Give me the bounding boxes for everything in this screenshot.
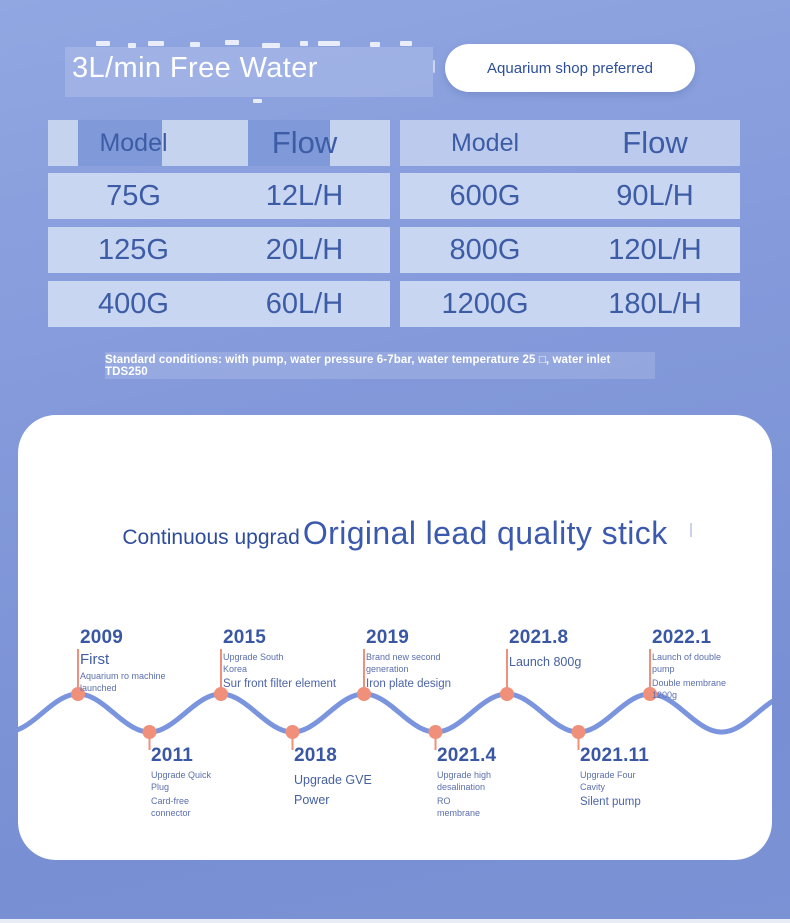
table-header-row: Model Flow xyxy=(48,120,390,166)
timeline-entry-2022-1: 2022.1 Launch of double pump Double memb… xyxy=(652,627,767,702)
table-row: 600G 90L/H xyxy=(400,173,740,219)
preferred-badge[interactable]: Aquarium shop preferred xyxy=(445,44,695,92)
timeline-desc: RO membrane xyxy=(437,796,481,819)
timeline-year: 2021.8 xyxy=(509,627,569,648)
table-row: 75G 12L/H xyxy=(48,173,390,219)
timeline-entry-2019: 2019 Brand new second generation Iron pl… xyxy=(366,627,471,690)
timeline-dot xyxy=(500,687,514,701)
model-cell: 75G xyxy=(106,179,161,212)
model-cell: 125G xyxy=(98,233,169,266)
timeline-dot xyxy=(357,687,371,701)
flow-cell: 60L/H xyxy=(265,287,344,320)
table-header-row: Model Flow xyxy=(400,120,740,166)
spec-table-left: Model Flow 75G 12L/H 125G 20L/H 400G 60L… xyxy=(48,120,390,335)
timeline-desc: Upgrade South Korea xyxy=(223,652,284,674)
model-cell: 1200G xyxy=(441,287,529,320)
column-header-flow: Flow xyxy=(622,125,688,160)
timeline-desc: First xyxy=(80,651,110,668)
flow-cell: 120L/H xyxy=(608,233,702,266)
table-row: 1200G 180L/H xyxy=(400,281,740,327)
timeline-year: 2021.4 xyxy=(437,745,497,766)
column-header-flow: Flow xyxy=(271,125,338,160)
timeline-desc: Upgrade high desalination xyxy=(437,770,492,792)
table-row: 400G 60L/H xyxy=(48,281,390,327)
timeline-entry-2021-4: 2021.4 Upgrade high desalination RO memb… xyxy=(437,745,542,820)
timeline-dot xyxy=(571,725,586,739)
timeline-desc: Sur front filter element xyxy=(223,678,337,691)
table-row: 800G 120L/H xyxy=(400,227,740,273)
column-header-model: Model xyxy=(99,128,168,157)
timeline-dot xyxy=(643,687,657,701)
model-cell: 400G xyxy=(98,287,169,320)
timeline-desc: Launch of double pump xyxy=(652,652,722,674)
header-patch xyxy=(248,120,330,166)
timeline-desc: Double membrane 1200g xyxy=(652,678,727,701)
model-cell: 600G xyxy=(449,179,521,212)
flow-cell: 12L/H xyxy=(265,179,344,212)
timeline-entry-2021-11: 2021.11 Upgrade Four Cavity Silent pump xyxy=(580,745,685,808)
timeline-desc: Brand new second generation xyxy=(366,652,441,674)
faint-tick-mark xyxy=(690,523,692,537)
timeline-dot xyxy=(285,725,300,739)
column-header-model: Model xyxy=(450,128,520,157)
timeline-desc: Silent pump xyxy=(580,796,641,809)
card-subtitle: Continuous upgrad xyxy=(122,526,300,549)
timeline-desc: Launch 800g xyxy=(509,655,582,669)
timeline-entry-2011: 2011 Upgrade Quick Plug Card-free connec… xyxy=(151,745,256,820)
timeline-year: 2015 xyxy=(223,627,267,648)
timeline-desc: Card-free connector xyxy=(151,796,191,819)
timeline-dot xyxy=(214,687,228,701)
page-title: 3L/min Free Water xyxy=(72,52,318,84)
timeline-entry-2018: 2018 Upgrade GVE Power xyxy=(294,745,399,807)
timeline-year: 2022.1 xyxy=(652,627,712,648)
bottom-divider-strip xyxy=(0,919,790,923)
header-patch xyxy=(78,120,162,166)
spec-table-right: Model Flow 600G 90L/H 800G 120L/H 1200G … xyxy=(400,120,740,335)
flow-cell: 180L/H xyxy=(608,287,702,320)
timeline-wave xyxy=(18,649,772,750)
timeline-entry-2009: 2009 First Aquarium ro machine launched xyxy=(80,627,185,694)
conditions-note: Standard conditions: with pump, water pr… xyxy=(105,352,655,379)
model-cell: 800G xyxy=(449,233,521,266)
timeline-entry-2021-8: 2021.8 Launch 800g xyxy=(509,627,614,669)
timeline-dot xyxy=(428,725,443,739)
title-highlight-band xyxy=(65,47,433,97)
timeline-year: 2009 xyxy=(80,627,124,648)
timeline-year: 2011 xyxy=(151,745,194,766)
timeline-dot xyxy=(71,687,85,701)
timeline-dot xyxy=(142,725,157,739)
timeline-entry-2015: 2015 Upgrade South Korea Sur front filte… xyxy=(223,627,348,690)
timeline-desc: Iron plate design xyxy=(366,678,452,691)
timeline-desc: Upgrade Quick Plug xyxy=(151,770,212,792)
timeline-year: 2019 xyxy=(366,627,410,648)
card-title: Original lead quality stick xyxy=(302,515,668,551)
timeline-desc: Upgrade Four Cavity xyxy=(580,770,636,792)
flow-cell: 20L/H xyxy=(265,233,344,266)
timeline-desc: Upgrade GVE xyxy=(294,773,372,787)
table-row: 125G 20L/H xyxy=(48,227,390,273)
timeline-desc: Aquarium ro machine launched xyxy=(80,671,166,693)
timeline-desc: Power xyxy=(294,793,330,807)
flow-cell: 90L/H xyxy=(616,179,694,212)
upgrade-history-card: Continuous upgrad Original lead quality … xyxy=(18,415,772,860)
timeline-year: 2018 xyxy=(294,745,338,766)
timeline-year: 2021.11 xyxy=(580,745,650,766)
card-title-row: Continuous upgrad Original lead quality … xyxy=(18,515,772,552)
